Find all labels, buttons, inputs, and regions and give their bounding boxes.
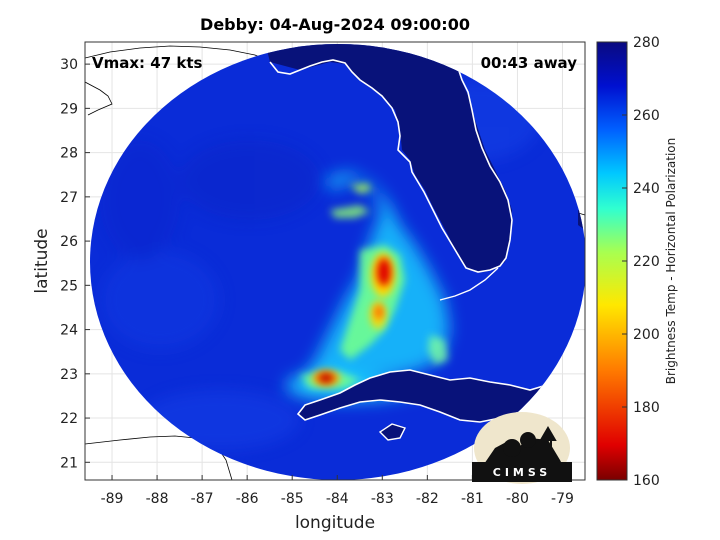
florida-land — [265, 44, 585, 272]
y-tick-label: 28 — [60, 146, 78, 162]
colorbar-ticks: 160 180 200 220 240 260 280 — [622, 35, 660, 489]
x-tick-label: -82 — [416, 491, 439, 507]
vmax-annotation: Vmax: 47 kts — [92, 54, 202, 72]
colorbar-tick-label: 180 — [633, 400, 660, 416]
colorbar-tick-label: 160 — [633, 473, 660, 489]
x-tick-label: -89 — [101, 491, 124, 507]
y-tick-label: 29 — [60, 101, 78, 117]
colorbar: 160 180 200 220 240 260 280 Brightness Temp - … — [596, 35, 678, 489]
chart-title: Debby: 04-Aug-2024 09:00:00 — [200, 15, 470, 34]
x-tick-label: -88 — [146, 491, 169, 507]
y-tick-label: 26 — [60, 234, 78, 250]
brightness-temperature-swath — [90, 44, 585, 480]
x-tick-label: -83 — [371, 491, 394, 507]
time-away-annotation: 00:43 away — [481, 54, 578, 72]
x-axis-label: longitude — [295, 513, 375, 533]
x-tick-label: -86 — [236, 491, 259, 507]
colorbar-tick-label: 240 — [633, 181, 660, 197]
colorbar-tick-label: 280 — [633, 35, 660, 51]
plot-frame — [84, 41, 586, 481]
y-tick-label: 21 — [60, 455, 78, 471]
x-tick-label: -79 — [551, 491, 574, 507]
x-tick-label: -85 — [281, 491, 304, 507]
x-tick-label: -80 — [506, 491, 529, 507]
y-tick-label: 30 — [60, 57, 78, 73]
x-tick-label: -81 — [461, 491, 484, 507]
y-tick-label: 27 — [60, 190, 78, 206]
colorbar-tick-label: 200 — [633, 327, 660, 343]
x-tick-label: -84 — [326, 491, 349, 507]
florida-coastline — [269, 59, 585, 273]
y-tick-label: 23 — [60, 367, 78, 383]
x-tick-label: -87 — [191, 491, 214, 507]
cimss-logo: CIMSS — [472, 412, 572, 484]
isla-de-juventud — [378, 423, 406, 441]
y-tick-label: 24 — [60, 323, 78, 339]
logo-text: CIMSS — [493, 466, 551, 479]
colorbar-tick-label: 220 — [633, 254, 660, 270]
colorbar-tick-label: 260 — [633, 108, 660, 124]
map-plot-area — [85, 42, 585, 480]
y-axis-label: latitude — [32, 228, 52, 293]
y-tick-label: 25 — [60, 278, 78, 294]
florida-keys — [439, 267, 499, 301]
y-tick-label: 22 — [60, 411, 78, 427]
colorbar-label: Brightness Temp - Horizontal Polarizatio… — [664, 138, 678, 385]
axis-ticks: -89 -88 -87 -86 -85 -84 -83 -82 -81 -80 -79 21 22 23 2… — [60, 57, 574, 507]
